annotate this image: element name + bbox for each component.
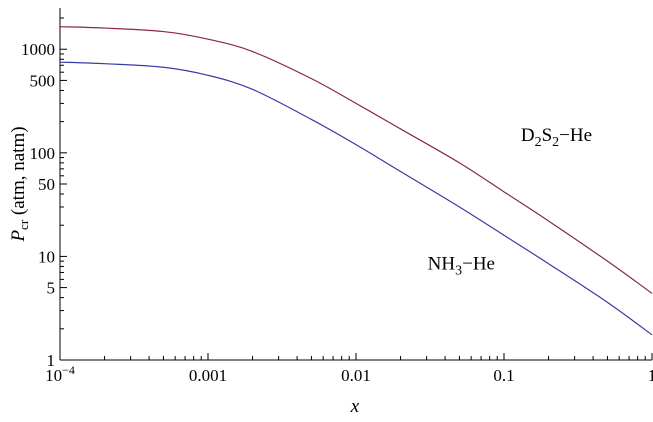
series-label-part: 2	[552, 135, 559, 150]
series-label-nh3-he: NH3−He	[428, 253, 495, 278]
x-tick-label-base: 0.001	[189, 366, 227, 385]
y-axis-title-sub: cr	[16, 219, 31, 230]
series-label-part: −He	[559, 125, 592, 146]
y-tick-label: 5	[47, 279, 56, 298]
plot-frame	[59, 8, 652, 361]
y-axis-ticks: 1 5 10 50 100 500 1000	[21, 17, 67, 370]
series-label-part: 2	[535, 135, 542, 150]
x-tick-label: 0.001	[189, 366, 227, 385]
x-axis-ticks: 10−4 0.001 0.01 0.1 1	[45, 353, 653, 385]
series-label-part: −He	[462, 253, 495, 274]
x-tick-label: 10−4	[45, 363, 75, 385]
series-line-d2s2-he	[59, 26, 653, 294]
y-axis-title: Pcr (atm, natm)	[8, 126, 31, 242]
y-tick-label: 100	[30, 144, 56, 163]
x-tick-label-base: 0.01	[341, 366, 371, 385]
x-tick-label: 1	[648, 366, 653, 385]
x-tick-label: 0.01	[341, 366, 371, 385]
y-axis-title-base: P	[8, 230, 29, 243]
x-axis-title: x	[350, 396, 360, 417]
x-tick-label-exponent: −4	[62, 363, 75, 377]
y-tick-label: 1	[47, 351, 56, 370]
y-tick-label: 10	[38, 247, 55, 266]
y-tick-label: 1000	[21, 40, 55, 59]
y-tick-label: 500	[30, 71, 56, 90]
series-label-part: S	[542, 125, 553, 146]
y-tick-label: 50	[38, 175, 55, 194]
series-label-d2s2-he: D2S2−He	[521, 125, 592, 150]
x-tick-label: 0.1	[493, 366, 514, 385]
series-label-part: NH	[428, 253, 456, 274]
x-tick-label-base: 0.1	[493, 366, 514, 385]
x-tick-label-base: 1	[648, 366, 653, 385]
series-layer	[59, 26, 653, 336]
y-axis-title-rest: (atm, natm)	[8, 126, 29, 219]
series-label-part: D	[521, 125, 535, 146]
series-label-part: 3	[455, 263, 462, 278]
series-line-nh3-he	[59, 61, 653, 336]
x-tick-label-base: 10	[45, 366, 62, 385]
